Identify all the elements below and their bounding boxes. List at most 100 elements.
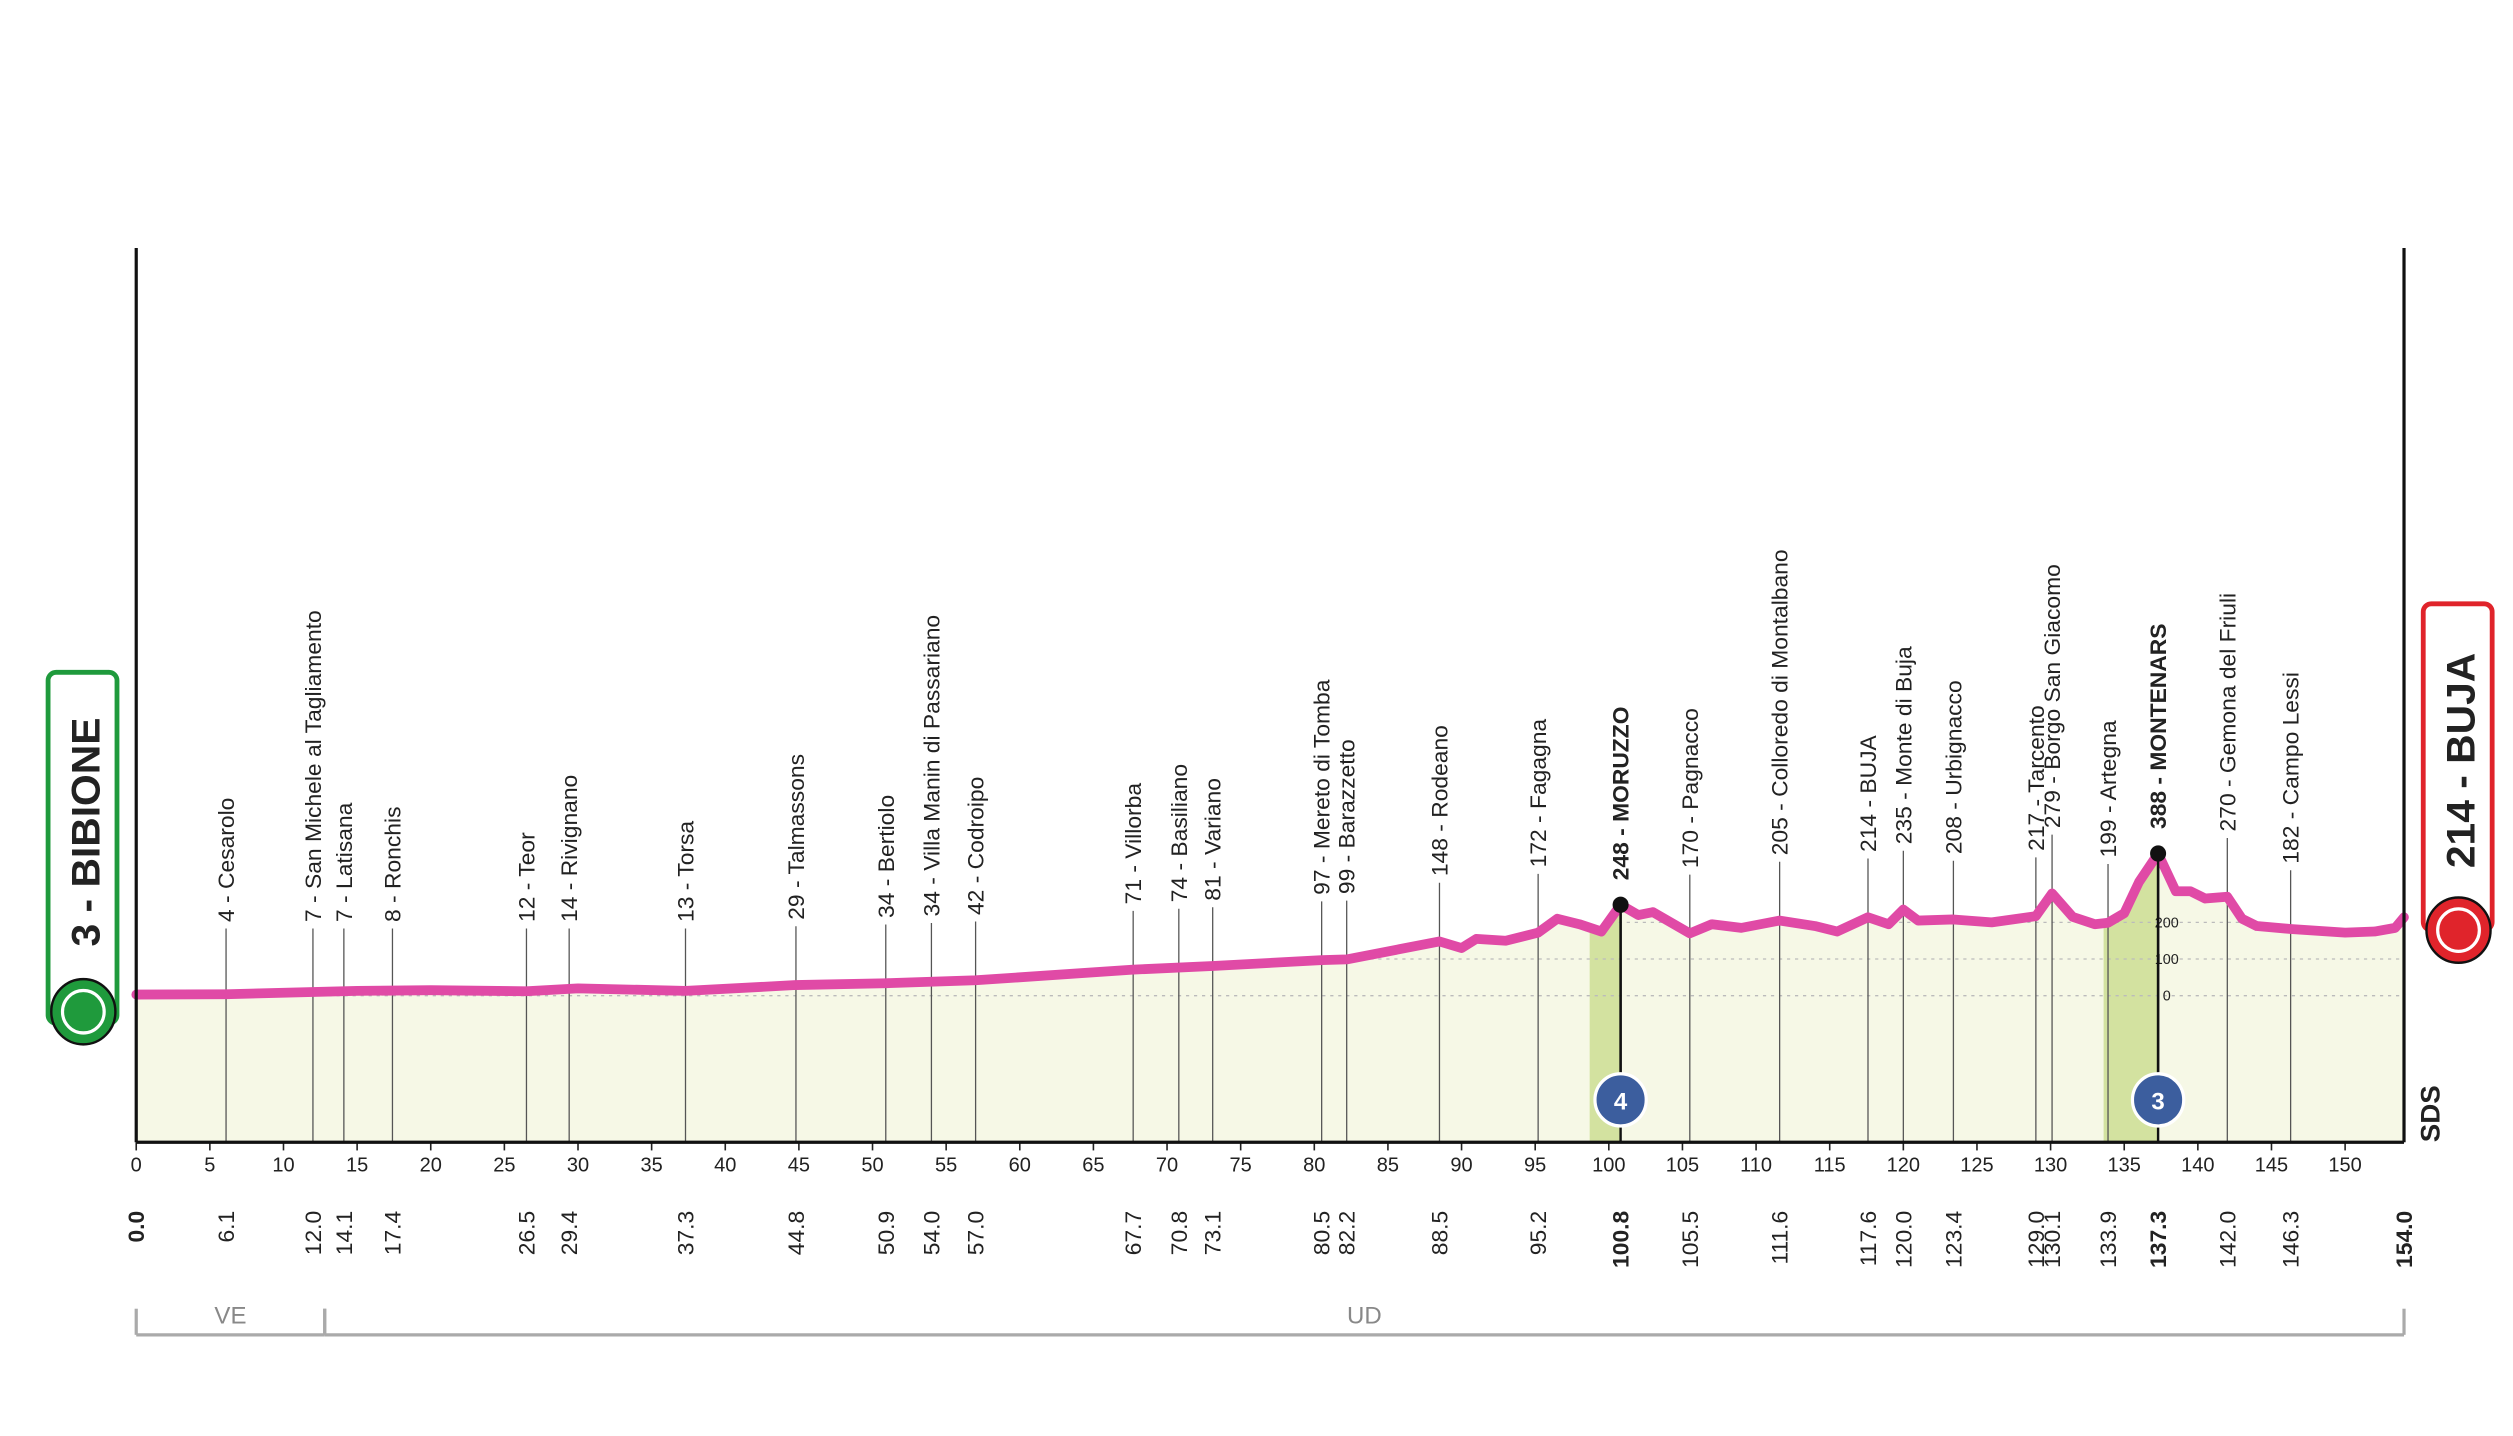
km-label: 80.5 (1310, 1211, 1335, 1255)
km-label: 146.3 (2279, 1211, 2304, 1268)
start-icon-inner (60, 988, 106, 1035)
x-tick-label: 75 (1230, 1154, 1252, 1176)
km-label: 120.0 (1892, 1211, 1917, 1268)
km-label: 29.4 (557, 1211, 582, 1255)
start-label: 3 - BIBIONE (63, 718, 109, 947)
town-label: 7 - Latisana (332, 802, 357, 922)
km-label: 54.0 (920, 1211, 945, 1255)
x-tick-label: 95 (1524, 1154, 1546, 1176)
x-tick-label: 55 (935, 1154, 957, 1176)
km-label: 26.5 (515, 1211, 540, 1255)
x-tick-label: 110 (1740, 1154, 1772, 1176)
finish-label: 214 - BUJA (2438, 653, 2484, 868)
x-tick-label: 65 (1082, 1154, 1104, 1176)
x-tick-label: 90 (1450, 1154, 1472, 1176)
town-label: 172 - Fagagna (1526, 718, 1551, 867)
x-tick-label: 25 (493, 1154, 515, 1176)
km-label: 105.5 (1678, 1211, 1703, 1268)
x-tick-label: 140 (2181, 1154, 2214, 1176)
km-label: 117.6 (1856, 1211, 1881, 1266)
km-label: 154.0 (2392, 1211, 2417, 1268)
town-label: 71 - Villorba (1121, 783, 1146, 905)
x-tick-label: 50 (861, 1154, 883, 1176)
town-label: 182 - Campo Lessi (2279, 672, 2304, 864)
town-label: 74 - Basiliano (1167, 764, 1192, 902)
x-tick-label: 125 (1960, 1154, 1993, 1176)
town-label: 217 - Tarcento (2024, 705, 2049, 851)
town-label: 42 - Codroipo (964, 777, 989, 915)
town-label: 13 - Torsa (674, 820, 699, 922)
town-label: 235 - Monte di Buja (1892, 646, 1917, 844)
town-label: 4 - Cesarolo (214, 798, 239, 922)
km-label: 137.3 (2146, 1211, 2171, 1268)
summit-dot (2150, 845, 2167, 862)
x-tick-label: 100 (1592, 1154, 1625, 1176)
x-tick-label: 70 (1156, 1154, 1178, 1176)
town-label: 97 - Mereto di Tomba (1310, 679, 1335, 895)
y-tick-label: 100 (2155, 952, 2179, 968)
town-label: 81 - Variano (1201, 778, 1226, 901)
km-label: 73.1 (1201, 1211, 1226, 1255)
km-label: 50.9 (874, 1211, 899, 1255)
km-label: 129.0 (2024, 1211, 2049, 1268)
km-label: 130.1 (2040, 1211, 2065, 1268)
finish-icon-inner (2436, 907, 2481, 953)
profile-line (131, 848, 2409, 1000)
town-label: 148 - Rodeano (1428, 725, 1453, 876)
km-label: 17.4 (381, 1211, 406, 1255)
finish-icon (2425, 896, 2492, 964)
y-tick-label: 0 (2163, 988, 2171, 1004)
town-label: 34 - Bertiolo (874, 795, 899, 918)
km-label: 0.0 (124, 1211, 149, 1243)
km-label: 82.2 (1335, 1211, 1360, 1255)
x-tick-label: 150 (2328, 1154, 2361, 1176)
town-label: 208 - Urbignacco (1942, 680, 1967, 854)
km-label: 88.5 (1428, 1211, 1453, 1255)
x-tick-label: 135 (2108, 1154, 2141, 1176)
km-label: 14.1 (332, 1211, 357, 1255)
km-label: 12.0 (301, 1211, 326, 1255)
x-tick-label: 80 (1303, 1154, 1325, 1176)
x-tick-label: 145 (2255, 1154, 2288, 1176)
climb-zone (1589, 853, 1621, 1143)
x-tick-label: 130 (2034, 1154, 2067, 1176)
km-label: 95.2 (1526, 1211, 1551, 1255)
province-label: VE (214, 1302, 246, 1329)
town-label: 214 - BUJA (1856, 734, 1881, 852)
town-label: 8 - Ronchis (381, 807, 406, 922)
x-tick-label: 30 (567, 1154, 589, 1176)
x-tick-label: 40 (714, 1154, 736, 1176)
x-tick-label: 5 (204, 1154, 215, 1176)
climb-badge (2130, 1072, 2186, 1128)
km-label: 67.7 (1121, 1211, 1146, 1255)
km-label: 44.8 (784, 1211, 809, 1255)
x-tick-label: 20 (420, 1154, 442, 1176)
town-label: 279 - Borgo San Giacomo (2040, 564, 2065, 828)
town-label: 170 - Pagnacco (1678, 708, 1703, 868)
x-tick-label: 35 (640, 1154, 662, 1176)
km-label: 142.0 (2216, 1211, 2241, 1268)
town-label: 199 - Artegna (2096, 720, 2121, 857)
x-tick-label: 120 (1887, 1154, 1920, 1176)
x-tick-label: 85 (1377, 1154, 1399, 1176)
climb-category: 3 (2151, 1088, 2164, 1115)
x-tick-label: 115 (1814, 1154, 1846, 1176)
y-tick-label: 200 (2155, 915, 2179, 931)
town-label: 7 - San Michele al Tagliamento (301, 610, 326, 922)
start-icon (50, 977, 117, 1046)
x-tick-label: 45 (788, 1154, 810, 1176)
town-label: 29 - Talmassons (784, 754, 809, 920)
town-label: 205 - Colloredo di Montalbano (1768, 549, 1793, 855)
logo: SDS (2415, 1085, 2446, 1142)
x-tick-label: 10 (272, 1154, 294, 1176)
x-tick-label: 0 (131, 1154, 142, 1176)
km-label: 37.3 (674, 1211, 699, 1255)
km-label: 123.4 (1942, 1211, 1967, 1268)
climb-badge (1593, 1072, 1648, 1128)
x-tick-label: 105 (1666, 1154, 1699, 1176)
town-label: 99 - Barazzetto (1335, 739, 1360, 894)
summit-dot (1612, 896, 1629, 913)
km-label: 100.8 (1609, 1211, 1634, 1268)
profile-area (136, 853, 2405, 1143)
